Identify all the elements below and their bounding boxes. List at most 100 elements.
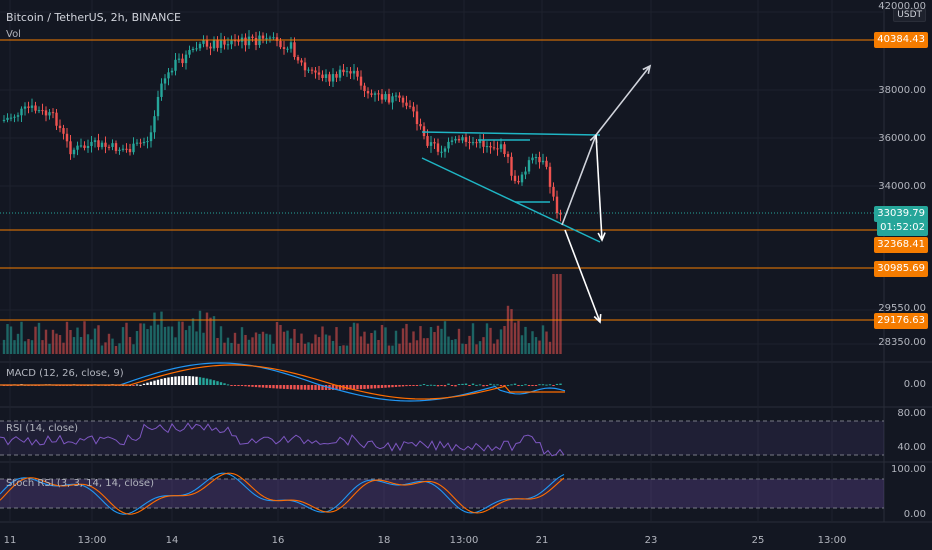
macd-histogram-bar <box>457 384 461 386</box>
volume-bar <box>125 322 128 354</box>
macd-histogram-bar <box>440 385 443 386</box>
volume-bar <box>188 325 191 354</box>
macd-histogram-bar <box>205 378 209 385</box>
volume-bar <box>153 312 156 354</box>
volume-bar <box>545 331 548 354</box>
volume-bar <box>307 342 310 354</box>
candle-body <box>79 145 83 147</box>
candle-body <box>461 137 464 141</box>
candle-body <box>261 35 265 39</box>
time-axis-label: 13:00 <box>449 535 479 546</box>
candle-body <box>93 140 97 142</box>
candle-body <box>177 58 181 60</box>
candle-body <box>328 74 331 82</box>
candle-body <box>97 140 100 148</box>
candle-body <box>345 71 349 73</box>
volume-bar <box>44 329 48 354</box>
volume-bar <box>517 320 520 354</box>
candle-body <box>226 44 230 46</box>
candle-body <box>391 96 394 103</box>
candle-body <box>153 116 156 133</box>
volume-bar <box>205 312 209 354</box>
candle-body <box>125 148 128 150</box>
volume-bar <box>401 328 405 354</box>
candle-body <box>69 141 72 155</box>
candle-body <box>489 146 492 148</box>
macd-histogram-bar <box>527 385 531 386</box>
candle-body <box>114 143 118 151</box>
volume-bar <box>349 326 352 354</box>
candle-body <box>251 36 254 38</box>
candle-body <box>167 72 170 79</box>
volume-bar <box>317 337 321 354</box>
volume-bar <box>548 341 552 354</box>
volume-bar <box>128 337 132 354</box>
candle-body <box>65 133 69 142</box>
candle-body <box>401 97 405 103</box>
volume-bar <box>34 326 37 354</box>
volume-bar <box>230 342 233 354</box>
volume-bar <box>366 343 370 354</box>
volume-bar <box>447 336 450 354</box>
price-axis-label: 29550.00 <box>878 303 926 314</box>
volume-bar <box>184 330 188 354</box>
macd-histogram-bar <box>510 384 513 386</box>
volume-bar <box>16 333 20 354</box>
rsi-line <box>0 422 565 457</box>
macd-histogram-bar <box>377 385 380 389</box>
volume-bar <box>321 326 324 354</box>
macd-histogram-bar <box>338 385 342 390</box>
macd-axis-label: 0.00 <box>903 379 926 390</box>
volume-bar <box>202 332 205 354</box>
volume-bar <box>503 326 506 354</box>
candle-body <box>510 156 513 176</box>
candle-body <box>163 78 167 84</box>
candle-body <box>513 175 517 181</box>
currency-button[interactable]: USDT <box>893 8 926 22</box>
volume-bar <box>233 332 237 354</box>
volume-bar <box>552 274 555 354</box>
time-axis-label: 25 <box>751 535 765 546</box>
volume-bar <box>268 334 272 354</box>
macd-histogram-bar <box>492 384 496 386</box>
volume-bar <box>104 342 107 354</box>
volume-bar <box>345 345 349 354</box>
volume-bar <box>62 342 65 354</box>
macd-histogram-bar <box>447 383 450 385</box>
macd-histogram-bar <box>321 385 324 390</box>
candle-body <box>27 106 30 108</box>
candle-body <box>359 76 363 86</box>
volume-bar <box>86 334 90 354</box>
volume-bar <box>37 322 41 354</box>
volume-bar <box>272 343 275 354</box>
macd-histogram-bar <box>324 385 328 390</box>
candle-body <box>426 136 429 146</box>
volume-bar <box>489 327 492 354</box>
rsi-label: RSI (14, close) <box>6 423 79 434</box>
candle-body <box>34 105 37 111</box>
candle-body <box>219 39 223 48</box>
macd-histogram-bar <box>272 385 275 389</box>
volume-bar <box>9 326 13 354</box>
candle-body <box>72 149 76 155</box>
volume-bar <box>471 323 475 354</box>
macd-histogram-bar <box>384 385 387 388</box>
volume-bar <box>506 305 510 354</box>
macd-histogram-bar <box>545 384 548 386</box>
macd-histogram-bar <box>478 384 482 386</box>
volume-bar <box>335 327 338 354</box>
macd-histogram-bar <box>202 377 205 385</box>
candle-body <box>20 108 23 116</box>
price-tag-resistance: 40384.43 <box>874 32 928 48</box>
volume-bar <box>97 325 100 354</box>
volume-bar <box>20 321 23 354</box>
volume-bar <box>356 323 359 354</box>
macd-histogram-bar <box>391 385 394 388</box>
volume-bar <box>443 321 447 354</box>
volume-bar <box>177 321 181 354</box>
candle-body <box>268 37 272 39</box>
candle-body <box>380 94 384 100</box>
volume-bar <box>527 343 531 354</box>
